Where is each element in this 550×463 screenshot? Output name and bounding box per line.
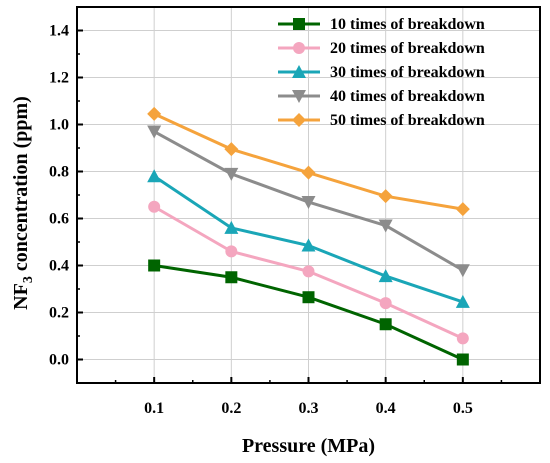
data-point [378, 219, 393, 233]
legend-marker [292, 65, 306, 78]
data-point [455, 294, 470, 308]
series-1 [148, 259, 469, 366]
y-axis-title-main: NF [10, 283, 32, 310]
legend-item: 20 times of breakdown [278, 40, 485, 57]
y-tick-label: 0.8 [49, 164, 69, 181]
legend-item: 40 times of breakdown [278, 88, 485, 105]
series-2 [148, 200, 469, 345]
legend-label: 10 times of breakdown [330, 16, 485, 33]
data-point [147, 125, 162, 139]
data-point [455, 202, 470, 217]
x-tick-label: 0.3 [299, 400, 319, 417]
data-point [302, 291, 315, 304]
data-point [224, 142, 239, 157]
data-point [301, 196, 316, 210]
y-tick-label: 1.2 [49, 70, 69, 87]
legend-label: 40 times of breakdown [330, 88, 485, 105]
x-axis-title: Pressure (MPa) [242, 435, 375, 457]
series-3 [147, 169, 470, 308]
legend-label: 30 times of breakdown [330, 64, 485, 81]
legend-item: 30 times of breakdown [278, 64, 485, 81]
y-tick-label: 0.6 [49, 211, 69, 228]
y-tick-label: 0.0 [49, 352, 69, 369]
legend-label: 50 times of breakdown [330, 112, 485, 129]
x-tick-label: 0.5 [453, 400, 473, 417]
y-axis-title-subscript: 3 [21, 276, 36, 283]
data-point [301, 165, 316, 180]
x-tick-label: 0.2 [221, 400, 241, 417]
legend-marker [293, 18, 305, 30]
legend-marker [292, 90, 306, 103]
x-tick-label: 0.1 [144, 400, 164, 417]
y-axis-title-rest: concentration (ppm) [10, 96, 32, 276]
y-axis-title: NF3 concentration (ppm) [10, 96, 36, 310]
data-point [148, 259, 161, 272]
axis-ticks: 0.1 0.2 0.3 0.4 0.5 0.0 0.2 0.4 0.6 0.8 1.0 1.2 1.4 [49, 6, 503, 417]
series-group [147, 106, 470, 366]
data-point [147, 169, 162, 183]
legend-item: 50 times of breakdown [278, 112, 485, 129]
data-point [301, 238, 316, 252]
data-point [455, 264, 470, 278]
legend-marker [293, 42, 305, 54]
data-point [456, 332, 469, 345]
legend-label: 20 times of breakdown [330, 40, 485, 57]
legend-marker [292, 113, 306, 127]
data-point [224, 167, 239, 181]
data-point [302, 265, 315, 278]
y-tick-label: 1.4 [49, 23, 69, 40]
data-point [378, 269, 393, 283]
legend-item: 10 times of breakdown [278, 16, 485, 33]
grid [77, 7, 540, 383]
y-tick-label: 0.2 [49, 305, 69, 322]
data-point [225, 245, 238, 258]
x-tick-label: 0.4 [376, 400, 396, 417]
y-tick-label: 1.0 [49, 117, 69, 134]
data-point [224, 220, 239, 234]
series-4 [147, 125, 470, 278]
data-point [225, 271, 238, 284]
data-point [456, 353, 469, 366]
data-point [147, 106, 162, 121]
y-tick-label: 0.4 [49, 258, 69, 275]
legend: 10 times of breakdown 20 times of breakdo… [278, 16, 485, 129]
data-point [148, 200, 161, 213]
data-point [378, 189, 393, 204]
data-point [379, 318, 392, 331]
data-point [379, 297, 392, 310]
series-5 [147, 106, 470, 217]
